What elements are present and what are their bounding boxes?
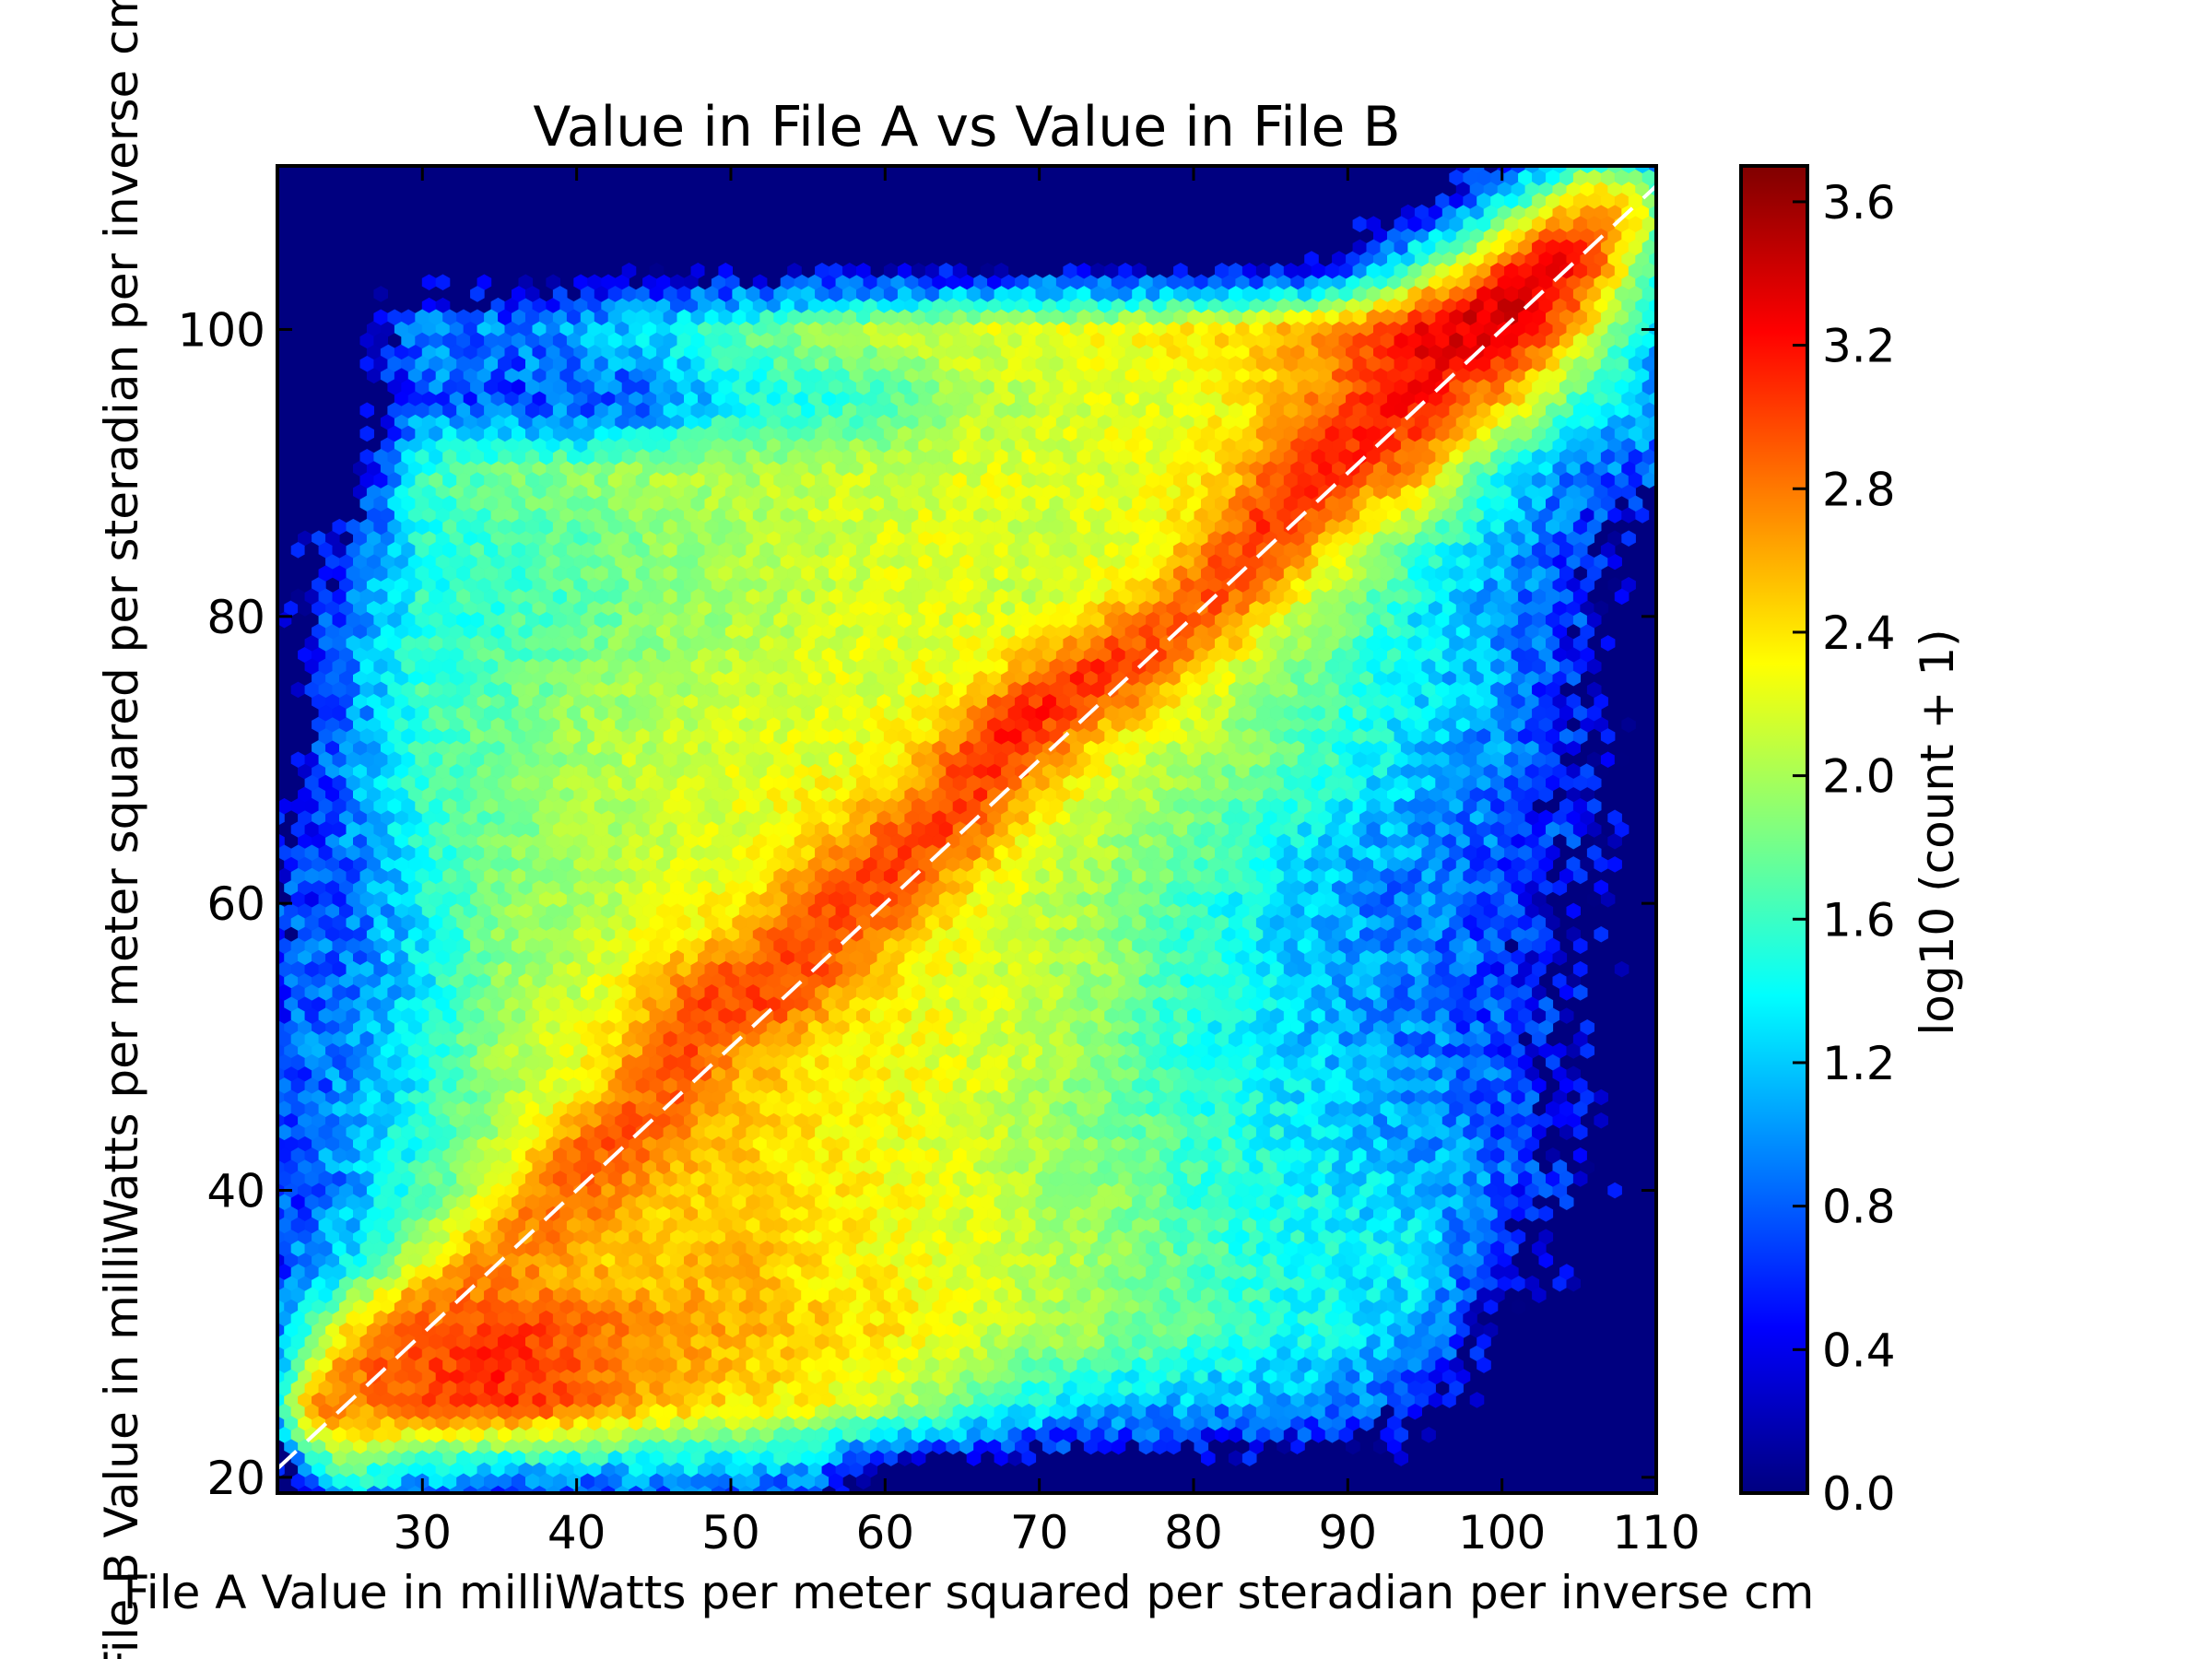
chart-title: Value in File A vs Value in File B [533,95,1400,159]
hexbin-layer [277,166,1656,1493]
plot-area [276,164,1658,1495]
hex-bin [435,274,451,291]
